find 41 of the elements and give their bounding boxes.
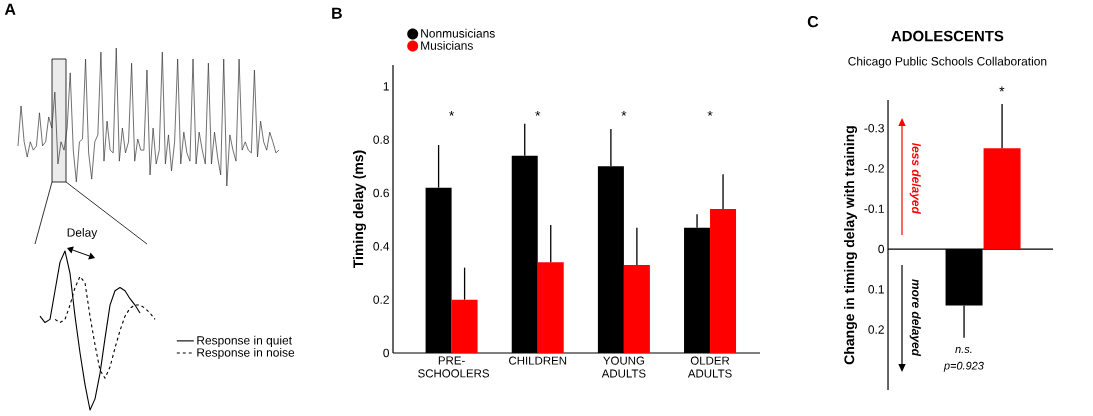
annotation: * [535,110,541,116]
text: * [999,86,1005,92]
y-axis-title: Change in timing delay with training [843,126,858,365]
y-tick-label: -0.2 [864,164,884,173]
bar [537,262,564,353]
chart-title: ADOLESCENTS [891,30,1004,42]
legend-label: Response in quiet [197,335,292,347]
y-tick-label: 0.2 [373,295,389,304]
annotation: less delayed [909,142,921,215]
x-tick-label: OLDER ADULTS [687,356,732,378]
y-tick-label: 1 [383,82,389,91]
x-tick-label: PRE-SCHOOLERS [418,356,489,378]
annotation: p=0.923 [943,361,984,372]
y-tick-label: 0.4 [373,242,390,251]
bar [710,209,737,353]
annotation: * [707,110,713,116]
annotation: * [621,110,627,116]
y-tick-label: 0.8 [373,135,389,144]
text: A [4,3,16,15]
x-tick-label: CHILDREN [509,356,567,365]
y-tick-label: 0 [383,348,390,358]
y-tick-label: -0.1 [864,204,884,213]
y-axis-title: Timing delay (ms) [352,150,367,268]
y-tick-label: -0.3 [864,123,884,133]
chart-subtitle: Chicago Public Schools Collaboration [848,56,1047,68]
text: B [332,7,342,19]
text: C [807,16,819,28]
x-tick-label: YOUNG ADULTS [601,356,646,378]
annotation: more delayed [909,279,921,357]
legend-label: Musicians [421,41,473,50]
y-tick-label: 0.2 [868,325,884,334]
y-tick-label: 0 [878,244,885,254]
bar [451,299,478,353]
y-tick-label: 0.6 [373,188,389,198]
annotation: * [449,110,455,116]
annotation: n.s. [955,346,972,353]
legend-label: Nonmusicians [421,28,495,38]
text: Delay [67,227,98,240]
legend-label: Response in noise [197,347,295,360]
bar [623,265,650,353]
y-tick-label: 0.1 [868,285,884,294]
